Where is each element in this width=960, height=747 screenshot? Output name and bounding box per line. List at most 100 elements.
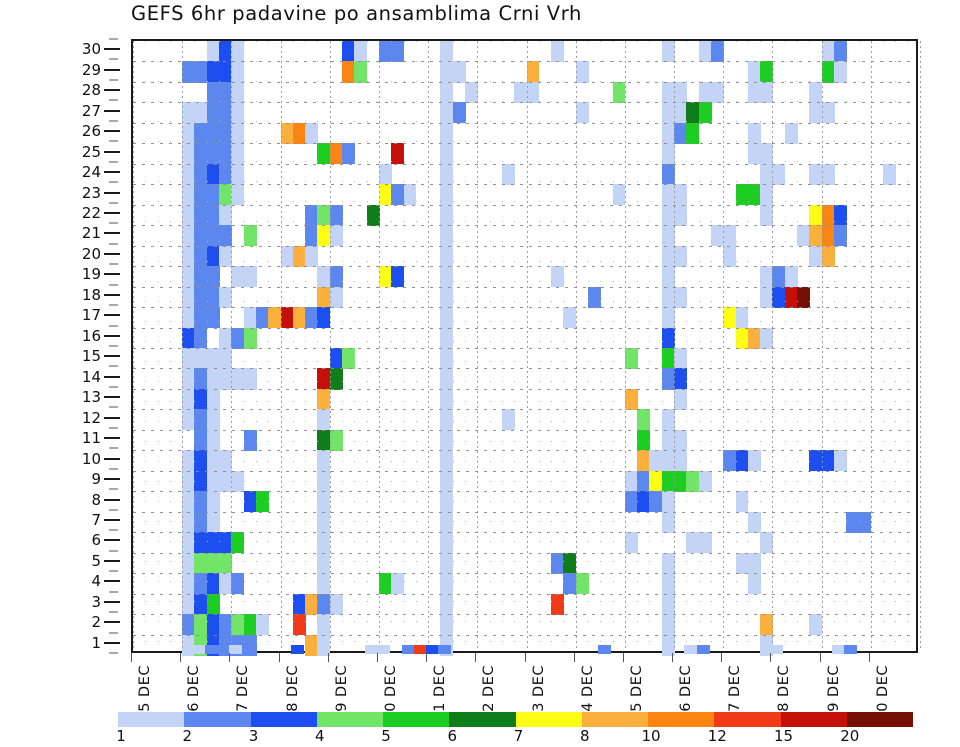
y-axis-tick-label: 15 — [81, 347, 101, 366]
heatmap-cell — [243, 225, 257, 247]
heatmap-cell — [305, 593, 319, 615]
heatmap-cell — [317, 307, 331, 329]
heatmap-cell — [440, 61, 454, 83]
heatmap-cell — [194, 388, 208, 410]
heatmap-cell — [821, 41, 835, 63]
y-axis-minor-tick — [109, 632, 118, 634]
heatmap-cell — [243, 634, 257, 656]
heatmap-cell — [305, 634, 319, 656]
colorbar-swatch — [846, 712, 913, 727]
heatmap-cell — [809, 81, 823, 103]
heatmap-cell — [206, 429, 220, 451]
x-axis-tick — [672, 653, 674, 662]
heatmap-cell — [784, 122, 798, 144]
heatmap-cell — [194, 573, 208, 595]
x-axis-tick — [426, 653, 428, 662]
heatmap-cell — [440, 286, 454, 308]
heatmap-cell — [329, 286, 343, 308]
heatmap-cell — [206, 470, 220, 492]
heatmap-cell — [243, 614, 257, 636]
heatmap-cell — [661, 634, 675, 656]
summary-strip-cell — [401, 645, 415, 654]
y-axis-tick-label: 21 — [81, 224, 101, 243]
heatmap-cell — [194, 61, 208, 83]
heatmap-cell — [624, 491, 638, 513]
heatmap-cell — [219, 450, 232, 472]
heatmap-cell — [219, 614, 232, 636]
heatmap-cell — [440, 491, 454, 513]
y-axis-tick — [104, 600, 120, 603]
heatmap-cell — [182, 143, 196, 165]
heatmap-cell — [612, 184, 626, 206]
y-axis-minor-tick — [109, 427, 118, 429]
summary-strip-cell — [290, 645, 304, 654]
heatmap-cell — [194, 552, 208, 574]
heatmap-cell — [735, 184, 749, 206]
heatmap-cell — [182, 634, 196, 656]
y-axis-tick — [104, 273, 120, 276]
y-axis-tick — [104, 559, 120, 562]
heatmap-cell — [206, 61, 220, 83]
heatmap-cell — [268, 307, 282, 329]
heatmap-cell — [686, 532, 700, 554]
heatmap-cell — [329, 225, 343, 247]
heatmap-cell — [674, 429, 687, 451]
y-axis-minor-tick — [109, 345, 118, 347]
heatmap-cell — [231, 143, 245, 165]
heatmap-cell — [674, 450, 687, 472]
y-axis-minor-tick — [109, 140, 118, 142]
heatmap-cell — [661, 184, 675, 206]
heatmap-cell — [194, 184, 208, 206]
heatmap-cell — [661, 204, 675, 226]
heatmap-cell — [452, 102, 466, 124]
summary-strip-cell — [364, 645, 378, 654]
heatmap-cell — [723, 307, 737, 329]
heatmap-cell — [735, 491, 749, 513]
y-axis-minor-tick — [109, 284, 118, 286]
heatmap-cell — [747, 450, 761, 472]
y-axis-minor-tick — [109, 181, 118, 183]
heatmap-cell — [833, 450, 847, 472]
y-axis-minor-tick — [109, 488, 118, 490]
heatmap-cell — [292, 614, 306, 636]
heatmap-cell — [194, 368, 208, 390]
heatmap-cell — [883, 163, 896, 185]
y-axis-minor-tick — [109, 611, 118, 613]
heatmap-cell — [637, 450, 651, 472]
heatmap-cell — [551, 552, 564, 574]
y-axis-minor-tick — [109, 38, 118, 40]
heatmap-cell — [760, 266, 774, 288]
colorbar-tick-label: 7 — [513, 727, 524, 745]
y-axis-tick-label: 8 — [91, 490, 101, 509]
y-axis-tick — [104, 130, 120, 133]
colorbar-swatch — [316, 712, 383, 727]
heatmap-cell — [255, 491, 269, 513]
heatmap-cell — [182, 532, 196, 554]
y-axis-minor-tick — [109, 99, 118, 101]
y-axis-tick — [104, 89, 120, 92]
heatmap-cell — [674, 102, 687, 124]
heatmap-cell — [231, 614, 245, 636]
y-axis-minor-tick — [109, 529, 118, 531]
heatmap-cell — [440, 225, 454, 247]
heatmap-cell — [329, 593, 343, 615]
heatmap-cell — [760, 204, 774, 226]
heatmap-cell — [637, 491, 651, 513]
heatmap-cell — [637, 429, 651, 451]
heatmap-cell — [440, 614, 454, 636]
heatmap-plot-area — [131, 39, 921, 656]
x-axis-tick — [131, 653, 132, 662]
y-axis-tick — [104, 334, 120, 337]
y-axis-tick-label: 3 — [91, 592, 101, 611]
heatmap-cell — [342, 41, 355, 63]
colorbar-labels: 1 2 3 4 5 6 7 8 10 12 15 20 — [0, 727, 960, 747]
heatmap-cell — [182, 225, 196, 247]
heatmap-cell — [219, 286, 232, 308]
heatmap-cell — [231, 163, 245, 185]
heatmap-cell — [661, 41, 675, 63]
heatmap-cell — [784, 286, 798, 308]
y-axis-tick — [104, 457, 120, 460]
heatmap-cell — [551, 266, 564, 288]
heatmap-cell — [378, 184, 392, 206]
y-axis-minor-tick — [109, 550, 118, 552]
